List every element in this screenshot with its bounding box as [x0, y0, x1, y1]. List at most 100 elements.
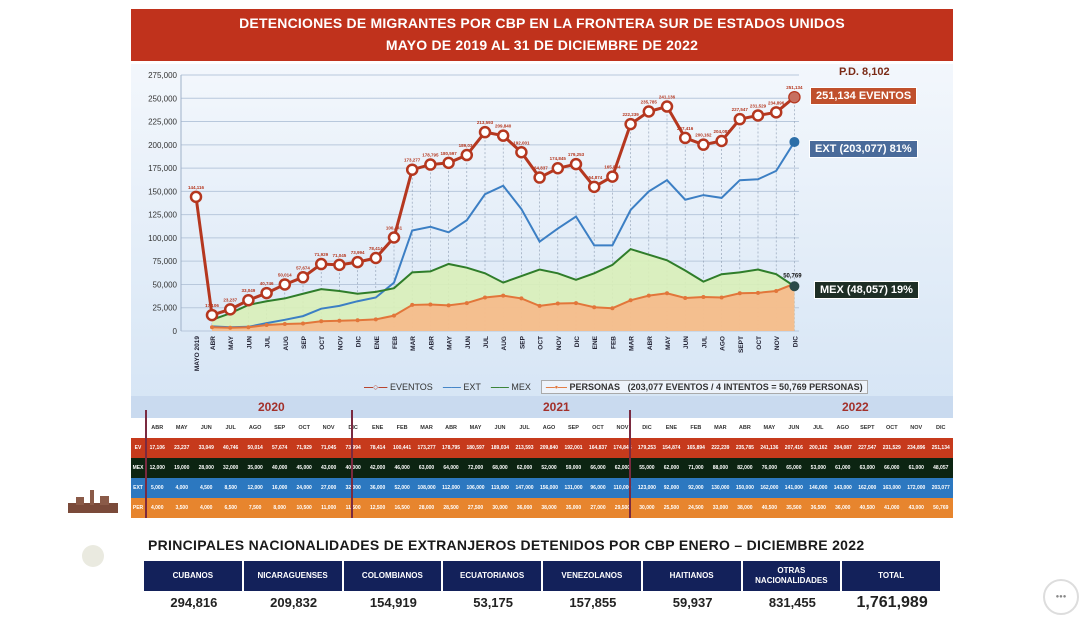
svg-text:213,593: 213,593 [477, 120, 494, 125]
month-header-cell: SEP [567, 425, 579, 431]
svg-text:50,000: 50,000 [153, 280, 178, 289]
table-cell: 63,000 [418, 465, 435, 471]
svg-text:17,106: 17,106 [205, 303, 219, 308]
svg-text:251,134: 251,134 [786, 85, 803, 90]
table-cell: 203,077 [931, 485, 950, 491]
table-cell: 241,136 [760, 445, 779, 451]
row-label: PER [132, 505, 144, 511]
table-cell: 25,500 [663, 505, 680, 511]
table-cell: 11,500 [345, 505, 361, 511]
table-cell: 27,000 [320, 485, 337, 491]
svg-text:207,416: 207,416 [677, 126, 694, 131]
table-cell: 4,000 [150, 505, 164, 511]
table-cell: 174,845 [613, 445, 632, 451]
month-header-cell: NOV [616, 425, 629, 431]
table-cell: 61,000 [835, 465, 851, 471]
svg-text:DIC: DIC [574, 336, 581, 348]
table-cell: 5,000 [150, 485, 164, 491]
table-cell: 88,000 [712, 465, 729, 471]
table-cell: 71,000 [688, 465, 704, 471]
table-cell: 48,057 [933, 465, 949, 471]
svg-text:OCT: OCT [538, 336, 545, 350]
svg-text:33,049: 33,049 [242, 288, 256, 293]
table-cell: 156,000 [539, 485, 559, 491]
table-cell: 40,000 [345, 465, 361, 471]
table-divider-2020 [145, 410, 147, 518]
month-header-cell: MAY [763, 425, 776, 431]
table-cell: 123,000 [637, 485, 656, 491]
table-cell: 46,000 [394, 465, 410, 471]
svg-text:MAY: MAY [665, 335, 672, 350]
table-cell: 35,000 [565, 505, 582, 511]
svg-text:JUL: JUL [483, 336, 490, 348]
legend-ext-label: EXT [463, 382, 481, 392]
svg-text:MAY: MAY [447, 335, 454, 350]
table-cell: 68,000 [492, 465, 508, 471]
svg-text:SEP: SEP [519, 335, 526, 349]
svg-text:100,441: 100,441 [386, 225, 403, 230]
table-cell: 62,000 [614, 465, 631, 471]
row-label: MEX [132, 465, 144, 471]
svg-text:250,000: 250,000 [148, 94, 177, 103]
table-cell: 106,000 [466, 485, 485, 491]
table-cell: 72,000 [467, 465, 484, 471]
table-cell: 36,000 [369, 485, 386, 491]
month-header-cell: SEP [274, 425, 286, 431]
table-cell: 53,000 [810, 465, 826, 471]
table-cell: 82,000 [737, 465, 753, 471]
month-header-cell: MAY [469, 425, 482, 431]
svg-text:AUG: AUG [501, 336, 508, 350]
table-cell: 108,000 [417, 485, 436, 491]
svg-text:JUL: JUL [265, 336, 272, 348]
month-header-cell: OCT [298, 425, 310, 431]
table-cell: 33,000 [712, 505, 729, 511]
table-cell: 146,000 [809, 485, 828, 491]
month-header-cell: ENE [371, 425, 384, 431]
table-cell: 16,500 [394, 505, 410, 511]
table-cell: 62,000 [663, 465, 680, 471]
table-cell: 50,014 [247, 445, 263, 451]
month-header-cell: DIC [936, 425, 946, 431]
month-header-cell: JUN [200, 425, 212, 431]
svg-text:164,837: 164,837 [531, 166, 548, 171]
svg-text:150,000: 150,000 [148, 187, 177, 196]
table-cell: 36,000 [835, 505, 851, 511]
svg-text:73,994: 73,994 [351, 250, 365, 255]
month-header-cell: AGO [248, 425, 262, 431]
nationality-value-4: 157,855 [569, 595, 617, 610]
svg-text:JUN: JUN [246, 336, 253, 349]
table-cell: 66,000 [590, 465, 606, 471]
mex-callout: MEX (48,057) 19% [814, 281, 919, 299]
svg-text:165,894: 165,894 [604, 165, 621, 170]
nationality-header-3: ECUATORIANOS [443, 561, 543, 591]
table-cell: 76,000 [761, 465, 777, 471]
month-header-cell: FEB [690, 425, 702, 431]
table-cell: 32,000 [223, 465, 239, 471]
table-cell: 52,000 [394, 485, 410, 491]
svg-text:154,874: 154,874 [586, 175, 603, 180]
seal-icon [82, 545, 104, 567]
ext-line-icon: —— [442, 382, 461, 392]
svg-text:225,000: 225,000 [148, 118, 177, 127]
table-row-ext: EXT 5,000 4,000 4,500 8,500 12,000 16,000 24,00… [131, 478, 953, 498]
legend-eventos: —○— EVENTOS [364, 382, 433, 392]
svg-text:ABR: ABR [647, 336, 654, 350]
month-header-cell: AGO [542, 425, 556, 431]
svg-text:144,116: 144,116 [188, 185, 205, 190]
table-cell: 4,500 [199, 485, 213, 491]
svg-text:MAY: MAY [228, 335, 235, 350]
svg-text:189,034: 189,034 [459, 143, 476, 148]
nationality-header-7: TOTAL [842, 561, 942, 591]
svg-text:JUN: JUN [465, 336, 472, 349]
table-cell: 10,500 [296, 505, 312, 511]
svg-text:234,896: 234,896 [768, 100, 785, 105]
svg-text:FEB: FEB [392, 336, 399, 349]
svg-text:204,087: 204,087 [713, 129, 730, 134]
month-header-cell: MAR [714, 425, 727, 431]
table-cell: 63,000 [859, 465, 875, 471]
table-cell: 12,500 [369, 505, 386, 511]
table-cell: 50,769 [933, 505, 949, 511]
table-cell: 96,000 [590, 485, 606, 491]
svg-text:ENE: ENE [592, 335, 599, 349]
year-label-2020: 2020 [258, 400, 285, 414]
